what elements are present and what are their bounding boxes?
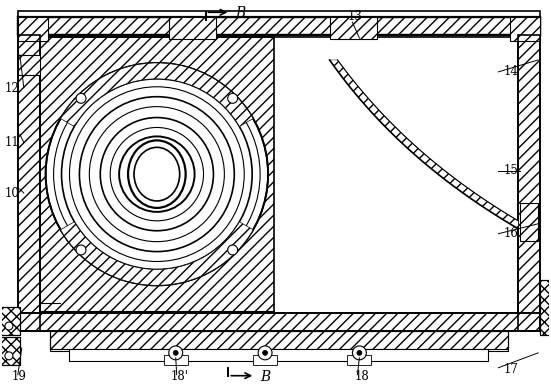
Text: B: B [260, 370, 271, 384]
Bar [18, 313, 540, 331]
Wedge shape [61, 222, 253, 286]
Bar [18, 17, 540, 35]
Bar [0, 337, 20, 365]
Bar [520, 203, 538, 241]
Wedge shape [61, 63, 253, 126]
Bar [18, 17, 540, 35]
Text: 12: 12 [5, 82, 20, 95]
Text: 10: 10 [5, 187, 20, 200]
Bar [18, 35, 40, 331]
Text: 14: 14 [504, 65, 518, 78]
Circle shape [46, 63, 268, 286]
Ellipse shape [134, 147, 180, 201]
Bar [50, 331, 509, 349]
Bar [69, 349, 489, 361]
Bar [540, 280, 551, 335]
Ellipse shape [128, 140, 186, 208]
Text: 18': 18' [171, 370, 188, 383]
Circle shape [228, 93, 237, 103]
Text: 11: 11 [5, 137, 20, 149]
Bar [40, 37, 274, 313]
Circle shape [173, 350, 178, 355]
Text: 16: 16 [504, 227, 518, 240]
Bar [18, 17, 47, 41]
Text: 18: 18 [354, 370, 369, 383]
Bar [510, 17, 540, 41]
Circle shape [353, 346, 366, 360]
Circle shape [357, 350, 362, 355]
Bar [0, 337, 20, 365]
Circle shape [76, 245, 86, 255]
Bar [540, 280, 551, 335]
Bar [18, 11, 540, 17]
Polygon shape [329, 60, 518, 229]
Bar [348, 355, 371, 365]
Bar [18, 313, 540, 331]
Text: 19: 19 [12, 370, 27, 383]
Bar [518, 35, 540, 331]
Bar [253, 355, 277, 365]
Text: 15: 15 [504, 164, 518, 177]
Bar [169, 17, 217, 39]
Circle shape [228, 245, 237, 255]
Bar [18, 35, 40, 331]
Text: B: B [235, 6, 246, 20]
Bar [18, 55, 40, 75]
Bar [0, 307, 20, 335]
Bar [0, 307, 20, 335]
Circle shape [169, 346, 183, 360]
Circle shape [5, 322, 13, 330]
Bar [164, 355, 188, 365]
Bar [518, 35, 540, 331]
Text: 17: 17 [504, 363, 518, 376]
Circle shape [76, 93, 86, 103]
Bar [329, 17, 377, 39]
Circle shape [258, 346, 272, 360]
Circle shape [5, 352, 13, 360]
Bar [50, 331, 509, 351]
Circle shape [263, 350, 268, 355]
Text: 13: 13 [348, 10, 363, 23]
